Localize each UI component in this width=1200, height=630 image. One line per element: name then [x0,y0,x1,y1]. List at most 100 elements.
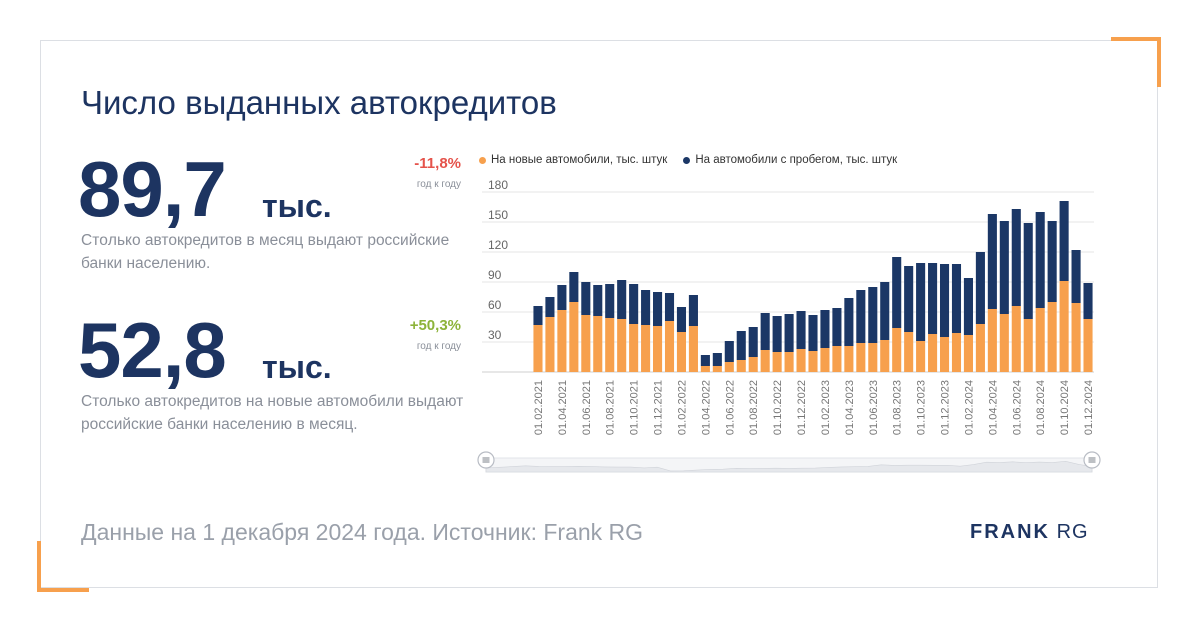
x-tick-label: 01.02.2021 [533,380,545,435]
bar-new [724,362,734,372]
bar-used [545,297,555,317]
legend-label-used: На автомобили с пробегом, тыс. штук [695,154,898,166]
navigator-series [485,461,1093,473]
bar-new [641,325,651,372]
stat1-value: 89,7 [78,145,227,233]
bar-used [664,293,675,321]
bar-new [736,360,746,372]
bar-new [593,316,603,372]
bar-used [939,264,950,337]
bar-new [784,352,794,372]
x-tick-label: 01.12.2023 [940,380,952,435]
legend-dot-new-icon [479,156,486,164]
bar-new [904,332,914,372]
bar-new [676,332,687,372]
bar-used [688,295,698,326]
x-tick-label: 01.06.2021 [581,380,593,435]
x-tick-label: 01.06.2024 [1011,380,1023,435]
x-tick-label: 01.08.2024 [1035,380,1047,435]
bar-new [700,366,710,372]
bar-used [724,341,734,362]
chart-legend: На новые автомобили, тыс. штук На автомо… [479,154,913,166]
bar-new [581,315,591,372]
legend-item-used[interactable]: На автомобили с пробегом, тыс. штук [683,154,897,166]
bar-used [748,327,758,357]
x-tick-label: 01.12.2024 [1083,380,1095,435]
stat2-description: Столько автокредитов на новые автомобили… [81,393,464,433]
x-tick-label: 01.08.2022 [748,380,760,435]
bar-new [939,337,950,372]
bar-used [856,290,866,343]
bar-used [868,287,878,343]
bar-new [951,333,962,372]
corner-accent-top-right [1111,37,1161,87]
bar-used [605,284,615,318]
legend-dot-used-icon [683,156,691,164]
bar-new [1071,303,1081,372]
bar-new [1047,302,1057,372]
bar-new [772,352,782,372]
x-tick-label: 01.04.2021 [557,380,569,435]
y-tick-label: 30 [488,328,502,342]
bar-new [617,319,627,372]
bar-used [796,311,806,349]
bar-new [545,317,555,372]
bar-used [1083,283,1093,319]
legend-label-new: На новые автомобили, тыс. штук [491,154,668,166]
bar-new [999,314,1009,372]
stat2-change: +50,3% [409,317,461,334]
bar-used [1071,250,1081,303]
bar-new [664,321,675,372]
bar-new [557,310,567,372]
bar-new [844,346,854,372]
bar-used [928,263,938,334]
bar-used [808,315,818,351]
bar-new [712,366,722,372]
x-tick-label: 01.02.2022 [676,380,688,435]
bar-new [1011,306,1021,372]
legend-item-new[interactable]: На новые автомобили, тыс. штук [479,154,667,166]
bar-new [868,343,878,372]
bar-new [1023,319,1033,372]
bar-used [557,285,567,310]
bar-used [1047,221,1057,302]
x-tick-label: 01.08.2021 [605,380,617,435]
x-tick-label: 01.04.2023 [844,380,856,435]
bar-used [999,221,1009,314]
bar-used [916,263,926,341]
y-tick-label: 120 [488,238,508,252]
bar-used [772,316,782,352]
bar-new [987,309,997,372]
bar-used [844,298,854,346]
stat1-change: -11,8% [414,155,461,172]
bar-used [760,313,770,350]
bar-new [963,335,973,372]
bar-used [593,285,603,316]
bar-used [1023,223,1033,319]
x-tick-label: 01.10.2022 [772,380,784,435]
bar-new [880,340,890,372]
stacked-bar-chart: 30 60 90 120 150 180 01.02.2021 01.04.2021 01.06… [477,178,1101,473]
bar-used [784,314,794,352]
bar-new [892,328,902,372]
y-tick-label: 90 [488,268,502,282]
bar-new [820,348,830,372]
bar-used [569,272,579,302]
bar-used [904,266,914,332]
bar-used [951,264,962,333]
x-tick-label: 01.04.2024 [987,380,999,435]
bar-new [760,350,770,372]
bar-new [808,351,818,372]
x-tick-label: 01.10.2021 [629,380,641,435]
x-tick-label: 01.02.2023 [820,380,832,435]
bar-new [533,325,543,372]
bar-new [688,326,698,372]
corner-accent-bottom-left [37,541,89,592]
bar-used [963,278,973,335]
y-tick-label: 150 [488,208,508,222]
bar-new [916,341,926,372]
bar-new [1035,308,1045,372]
bar-used [712,353,722,366]
x-tick-label: 01.06.2023 [868,380,880,435]
bar-used [975,252,985,324]
